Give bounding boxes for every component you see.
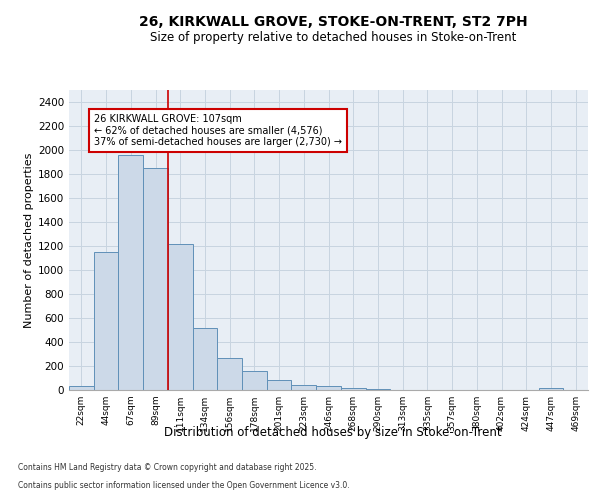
Bar [94,252,118,390]
Bar [341,388,365,390]
Text: Contains public sector information licensed under the Open Government Licence v3: Contains public sector information licen… [18,481,350,490]
Bar [267,380,292,390]
Bar [365,389,390,390]
Bar [242,372,267,390]
Bar [316,386,341,390]
Bar [143,168,168,390]
Bar [168,244,193,390]
Text: 26, KIRKWALL GROVE, STOKE-ON-TRENT, ST2 7PH: 26, KIRKWALL GROVE, STOKE-ON-TRENT, ST2 … [139,16,527,30]
Bar [193,328,217,390]
Bar [292,385,316,390]
Y-axis label: Number of detached properties: Number of detached properties [24,152,34,328]
Bar [69,386,94,390]
Text: Distribution of detached houses by size in Stoke-on-Trent: Distribution of detached houses by size … [164,426,502,439]
Text: Contains HM Land Registry data © Crown copyright and database right 2025.: Contains HM Land Registry data © Crown c… [18,464,317,472]
Text: Size of property relative to detached houses in Stoke-on-Trent: Size of property relative to detached ho… [150,31,516,44]
Bar [118,155,143,390]
Bar [217,358,242,390]
Text: 26 KIRKWALL GROVE: 107sqm
← 62% of detached houses are smaller (4,576)
37% of se: 26 KIRKWALL GROVE: 107sqm ← 62% of detac… [94,114,342,147]
Bar [539,388,563,390]
